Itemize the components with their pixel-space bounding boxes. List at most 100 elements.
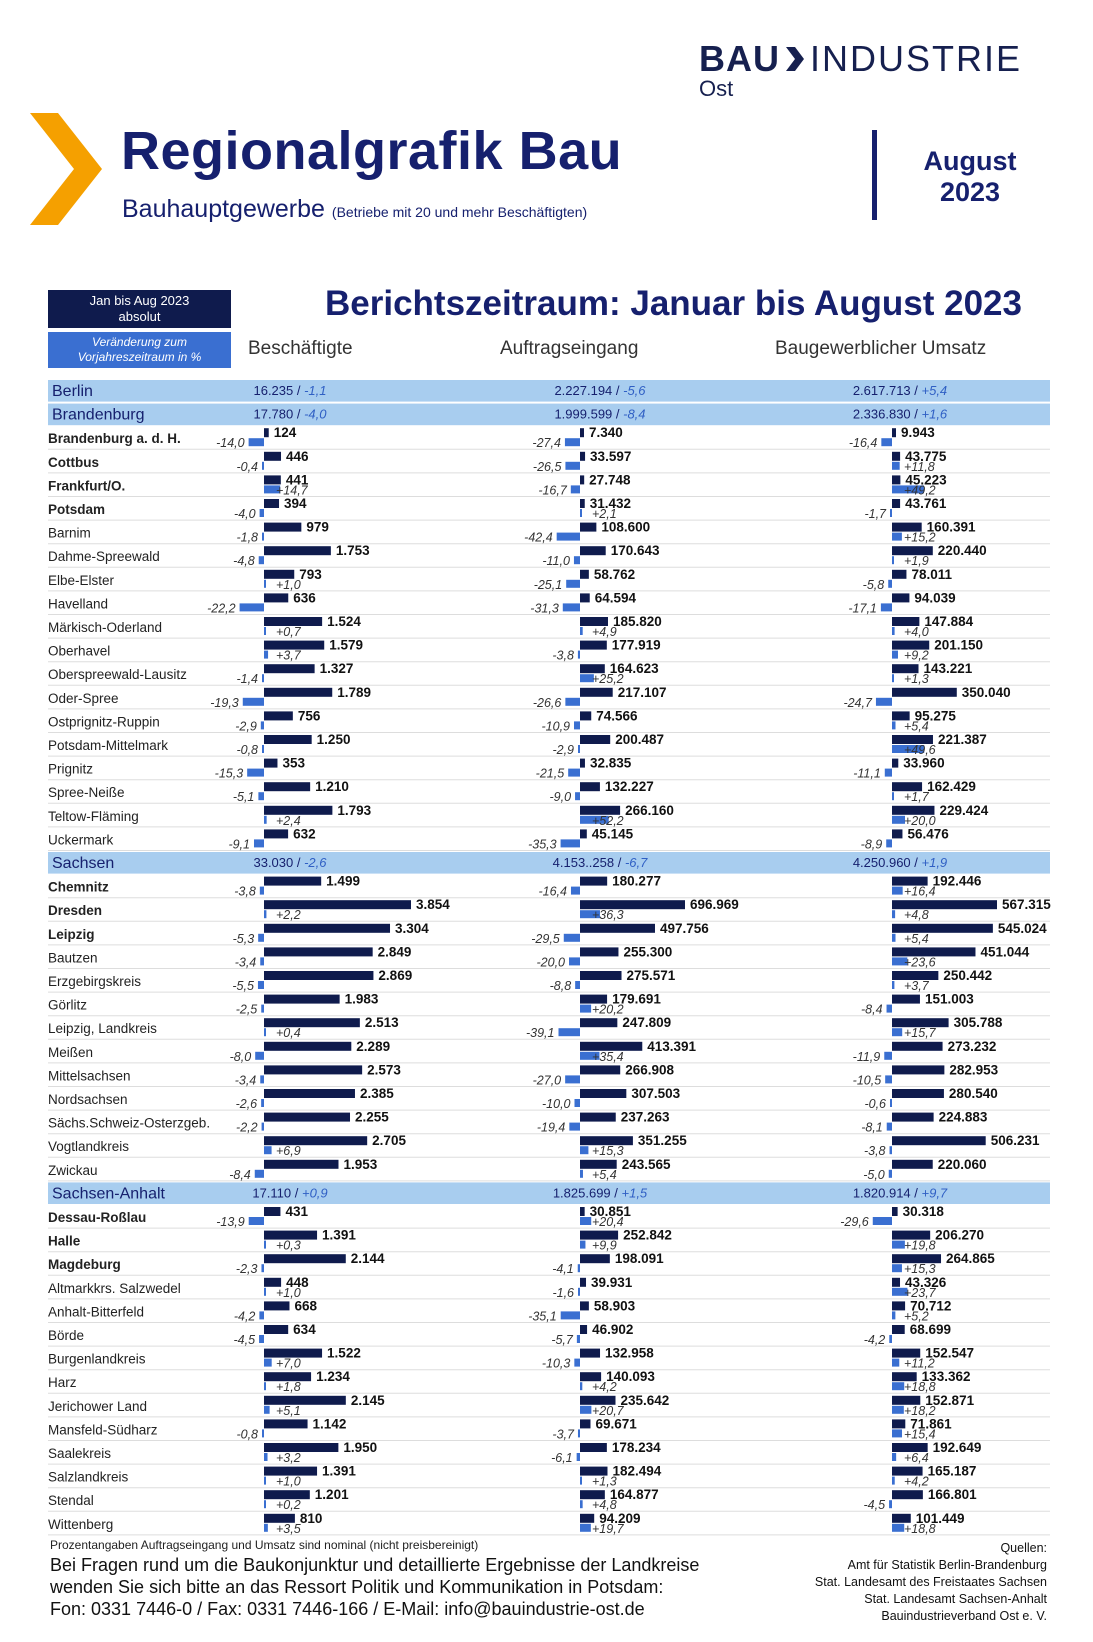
absolute-bar [580,1395,616,1405]
absolute-value-label: 1.234 [316,1369,350,1384]
absolute-value-label: 95.275 [915,708,957,723]
absolute-bar [892,1395,921,1405]
change-bar [261,1004,264,1013]
change-value-label: +5,4 [592,1168,617,1182]
change-value-label: +5,4 [904,932,929,946]
change-bar [560,839,580,848]
absolute-value-label: 71.861 [910,1416,952,1431]
change-bar [580,1146,589,1155]
state-value: 17.110 / +0,9 [252,1185,327,1200]
region-label: Cottbus [48,455,99,470]
change-bar [892,910,896,919]
absolute-bar [264,1136,368,1146]
change-bar [577,1264,580,1273]
absolute-value-label: 1.499 [326,874,360,889]
change-value-label: +2,2 [276,908,301,922]
change-value-label: -26,5 [533,460,562,474]
contact-block: Bei Fragen rund um die Baukonjunktur und… [50,1554,699,1620]
absolute-bar [580,1230,619,1240]
change-value-label: -8,9 [861,837,883,851]
region-label: Zwickau [48,1163,98,1178]
change-bar [577,650,580,659]
change-bar [580,674,594,683]
change-value-label: +1,3 [592,1475,617,1489]
absolute-value-label: 275.571 [627,968,676,983]
change-bar [892,1240,905,1249]
absolute-value-label: 2.145 [351,1393,385,1408]
absolute-value-label: 70.712 [910,1298,951,1313]
change-value-label: -5,3 [233,932,255,946]
absolute-bar [580,971,622,980]
change-bar [576,1453,580,1461]
legend-change: Veränderung zum Vorjahreszeitraum in % [48,332,231,368]
absolute-value-label: 74.566 [596,708,638,723]
change-bar [568,768,580,777]
state-value: 16.235 / -1,1 [253,383,326,398]
absolute-value-label: 634 [293,1322,316,1337]
source-3: Stat. Landesamt Sachsen-Anhalt [864,1592,1047,1606]
region-label: Leipzig [48,927,95,942]
absolute-value-label: 3.854 [416,897,450,912]
absolute-value-label: 793 [299,567,322,582]
state-value: 4.153..258 / -6,7 [553,855,648,870]
change-bar [580,910,600,919]
change-bar [892,627,895,635]
absolute-bar [264,900,411,910]
absolute-value-label: 32.835 [590,756,632,771]
absolute-value-label: 165.187 [928,1464,977,1479]
change-value-label: +5,2 [904,1309,929,1323]
region-label: Meißen [48,1045,93,1060]
change-value-label: +7,0 [276,1357,301,1371]
absolute-value-label: 353 [282,756,305,771]
change-value-label: +4,8 [592,1498,617,1512]
logo-ost: Ost [699,76,734,101]
absolute-bar [264,687,333,697]
change-value-label: -29,5 [531,932,560,946]
absolute-value-label: 243.565 [622,1157,671,1172]
absolute-bar [264,1089,355,1098]
change-bar [886,1004,892,1013]
absolute-bar [892,1372,917,1382]
absolute-value-label: 30.318 [903,1204,945,1219]
absolute-value-label: 1.753 [336,543,370,558]
region-label: Oder-Spree [48,691,119,706]
change-value-label: -8,4 [861,1003,883,1017]
absolute-value-label: 2.255 [355,1110,389,1125]
absolute-bar [892,1065,945,1075]
absolute-value-label: 567.315 [1002,897,1051,912]
change-bar [576,1335,580,1343]
change-value-label: +25,2 [592,672,624,686]
absolute-bar [892,900,997,910]
change-value-label: +2,1 [592,507,617,521]
change-value-label: -0,4 [236,460,258,474]
change-value-label: -3,8 [864,1144,886,1158]
change-bar [580,1240,586,1249]
state-value: 2.227.194 / -5,6 [554,383,646,398]
region-label: Altmarkkrs. Salzwedel [48,1281,181,1296]
change-value-label: +1,0 [276,578,301,592]
change-bar [558,1028,580,1037]
change-value-label: +14,7 [276,483,309,497]
absolute-bar [580,994,608,1004]
change-bar [259,886,264,895]
state-value: 2.336.830 / +1,6 [853,407,948,422]
change-bar [259,1311,264,1320]
absolute-bar [580,1419,591,1429]
change-bar [264,1476,266,1485]
change-bar [563,933,580,942]
region-label: Frankfurt/O. [48,478,125,493]
change-value-label: -25,1 [534,578,563,592]
absolute-value-label: 33.597 [590,449,631,464]
change-value-label: -4,5 [234,1333,256,1347]
change-value-label: +11,2 [904,1357,935,1371]
change-value-label: -2,3 [236,1262,258,1276]
absolute-bar [264,593,289,603]
absolute-value-label: 1.522 [327,1346,361,1361]
change-value-label: -11,0 [542,554,570,568]
change-value-label: +18,8 [904,1522,936,1536]
absolute-bar [264,1207,281,1216]
change-value-label: -1,6 [552,1286,574,1300]
change-value-label: -9,0 [550,790,572,804]
absolute-bar [892,1089,944,1098]
change-value-label: -4,0 [234,507,256,521]
